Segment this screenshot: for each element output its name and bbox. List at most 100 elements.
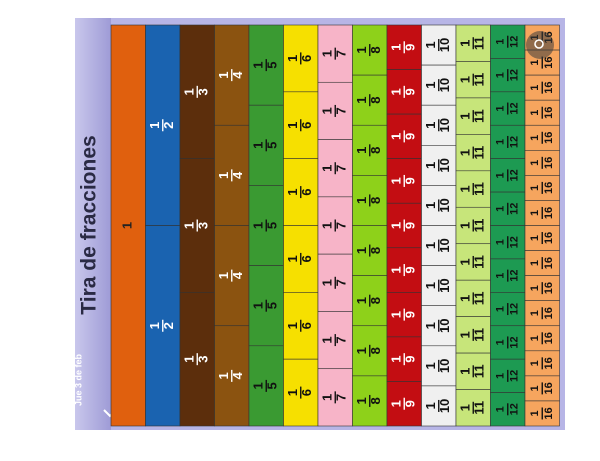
denominator: 5 xyxy=(265,382,280,389)
numerator: 1 xyxy=(285,255,300,262)
denominator: 12 xyxy=(509,403,521,415)
denominator: 11 xyxy=(472,182,487,196)
denominator: 11 xyxy=(472,401,487,415)
denominator: 11 xyxy=(472,364,487,378)
numerator: 1 xyxy=(458,222,473,229)
numerator: 1 xyxy=(182,356,197,363)
denominator: 12 xyxy=(509,370,521,382)
denominator: 5 xyxy=(265,302,280,309)
denominator: 10 xyxy=(437,78,452,92)
numerator: 1 xyxy=(182,88,197,95)
numerator: 1 xyxy=(423,82,438,89)
numerator: 1 xyxy=(495,373,507,379)
numerator: 1 xyxy=(458,295,473,302)
denominator: 4 xyxy=(230,171,245,179)
numerator: 1 xyxy=(216,172,231,179)
denominator: 10 xyxy=(437,359,452,373)
numerator: 1 xyxy=(354,347,369,354)
denominator: 16 xyxy=(543,157,555,169)
denominator: 16 xyxy=(543,357,555,369)
numerator: 1 xyxy=(529,360,541,366)
denominator: 16 xyxy=(543,182,555,194)
denominator: 7 xyxy=(334,394,349,401)
numerator: 1 xyxy=(423,242,438,249)
numerator: 1 xyxy=(529,235,541,241)
numerator: 1 xyxy=(389,177,404,184)
numerator: 1 xyxy=(182,222,197,229)
numerator: 1 xyxy=(320,222,335,229)
denominator: 16 xyxy=(543,82,555,94)
denominator: 10 xyxy=(437,399,452,413)
numerator: 1 xyxy=(495,139,507,145)
numerator: 1 xyxy=(251,382,266,389)
numerator: 1 xyxy=(529,185,541,191)
denominator: 10 xyxy=(437,238,452,252)
numerator: 1 xyxy=(529,210,541,216)
denominator: 9 xyxy=(403,177,418,184)
denominator: 9 xyxy=(403,356,418,363)
denominator: 11 xyxy=(472,219,487,233)
numerator: 1 xyxy=(529,260,541,266)
numerator: 1 xyxy=(458,76,473,83)
numerator: 1 xyxy=(216,72,231,79)
numerator: 1 xyxy=(458,404,473,411)
denominator: 11 xyxy=(472,292,487,306)
numerator: 1 xyxy=(529,410,541,416)
numerator: 1 xyxy=(423,202,438,209)
denominator: 16 xyxy=(543,207,555,219)
denominator: 8 xyxy=(368,97,383,104)
strip-segment xyxy=(110,24,146,427)
denominator: 9 xyxy=(403,133,418,140)
denominator: 10 xyxy=(437,278,452,292)
denominator: 10 xyxy=(437,38,452,52)
numerator: 1 xyxy=(423,162,438,169)
denominator: 10 xyxy=(437,158,452,172)
denominator: 4 xyxy=(230,71,245,79)
denominator: 7 xyxy=(334,107,349,114)
numerator: 1 xyxy=(495,273,507,279)
numerator: 1 xyxy=(423,122,438,129)
denominator: 16 xyxy=(543,107,555,119)
denominator: 16 xyxy=(543,56,555,68)
denominator: 10 xyxy=(437,319,452,333)
numerator: 1 xyxy=(495,206,507,212)
numerator: 1 xyxy=(147,322,162,329)
numerator: 1 xyxy=(495,239,507,245)
numerator: 1 xyxy=(354,46,369,53)
denominator: 7 xyxy=(334,222,349,229)
numerator: 1 xyxy=(529,285,541,291)
denominator: 9 xyxy=(403,311,418,318)
denominator: 10 xyxy=(437,118,452,132)
denominator: 4 xyxy=(230,271,245,279)
denominator: 9 xyxy=(403,222,418,229)
numerator: 1 xyxy=(423,362,438,369)
denominator: 11 xyxy=(472,36,487,50)
denominator: 16 xyxy=(543,307,555,319)
numerator: 1 xyxy=(458,40,473,47)
denominator: 6 xyxy=(299,389,314,396)
numerator: 1 xyxy=(354,397,369,404)
denominator: 8 xyxy=(368,46,383,53)
denominator: 11 xyxy=(472,328,487,342)
denominator: 6 xyxy=(299,122,314,129)
denominator: 12 xyxy=(509,69,521,81)
denominator: 8 xyxy=(368,197,383,204)
denominator: 16 xyxy=(543,282,555,294)
lens-button[interactable] xyxy=(526,31,554,59)
numerator: 1 xyxy=(320,50,335,57)
numerator: 1 xyxy=(495,39,507,45)
numerator: 1 xyxy=(285,55,300,62)
denominator: 9 xyxy=(403,44,418,51)
numerator: 1 xyxy=(320,394,335,401)
numerator: 1 xyxy=(251,222,266,229)
numerator: 1 xyxy=(216,272,231,279)
numerator: 1 xyxy=(495,105,507,111)
denominator: 11 xyxy=(472,73,487,87)
strip-segment xyxy=(179,292,215,427)
denominator: 16 xyxy=(543,407,555,419)
denominator: 6 xyxy=(299,255,314,262)
denominator: 12 xyxy=(509,102,521,114)
numerator: 1 xyxy=(389,44,404,51)
numerator: 1 xyxy=(423,402,438,409)
numerator: 1 xyxy=(320,165,335,172)
